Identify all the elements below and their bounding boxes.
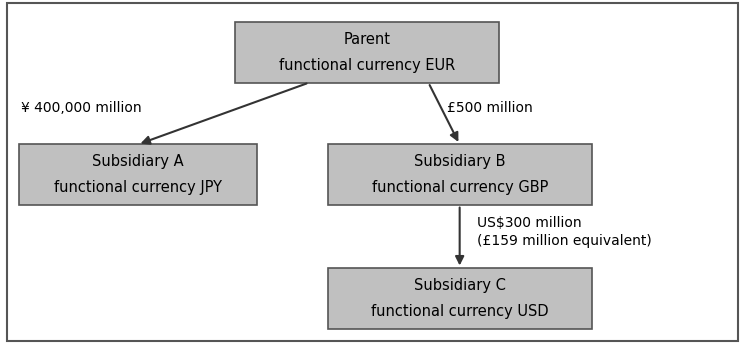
Text: functional currency GBP: functional currency GBP xyxy=(372,180,548,195)
Text: US$300 million
(£159 million equivalent): US$300 million (£159 million equivalent) xyxy=(477,216,652,248)
Text: ¥ 400,000 million: ¥ 400,000 million xyxy=(21,101,142,115)
Text: functional currency EUR: functional currency EUR xyxy=(279,58,455,73)
Text: Parent: Parent xyxy=(343,32,390,47)
Text: functional currency USD: functional currency USD xyxy=(371,304,549,319)
Text: Subsidiary B: Subsidiary B xyxy=(414,154,506,169)
Bar xyxy=(19,144,257,205)
Bar xyxy=(328,268,592,329)
Text: £500 million: £500 million xyxy=(447,101,533,115)
Bar xyxy=(235,22,499,83)
Bar xyxy=(328,144,592,205)
Text: Subsidiary C: Subsidiary C xyxy=(414,278,506,293)
Text: Subsidiary A: Subsidiary A xyxy=(92,154,183,169)
Text: functional currency JPY: functional currency JPY xyxy=(54,180,222,195)
